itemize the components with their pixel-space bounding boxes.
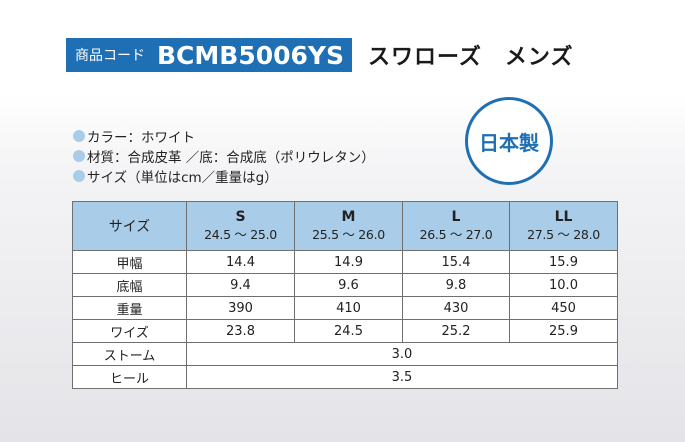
table-cell: 15.9 — [509, 250, 618, 274]
table-cell: 9.8 — [402, 273, 510, 297]
size-header-row: サイズ S 24.5 ～ 25.0 M 25.5 ～ 26.0 L 26.5 ～… — [72, 201, 618, 251]
size-header-cell: M 25.5 ～ 26.0 — [294, 201, 403, 251]
row-label: ストーム — [72, 342, 187, 366]
bullet-icon — [73, 150, 85, 162]
spec-size-unit-text: サイズ（単位はcm／重量はg） — [87, 170, 278, 186]
bullet-icon — [73, 130, 85, 142]
table-cell: 9.4 — [186, 273, 295, 297]
table-row: ワイズ 23.8 24.5 25.2 25.9 — [72, 319, 618, 343]
table-cell: 24.5 — [294, 319, 403, 343]
table-cell: 410 — [294, 296, 403, 320]
table-cell: 14.4 — [186, 250, 295, 274]
table-row-merged: ストーム 3.0 — [72, 342, 618, 366]
table-cell: 25.2 — [402, 319, 510, 343]
row-label: ワイズ — [72, 319, 187, 343]
made-in-japan-text: 日本製 — [479, 130, 539, 155]
table-row: 重量 390 410 430 450 — [72, 296, 618, 320]
size-label: LL — [554, 209, 573, 225]
table-cell: 10.0 — [509, 273, 618, 297]
table-row: 底幅 9.4 9.6 9.8 10.0 — [72, 273, 618, 297]
table-cell: 9.6 — [294, 273, 403, 297]
table-cell-merged: 3.0 — [186, 342, 618, 366]
size-range: 24.5 ～ 25.0 — [204, 227, 277, 242]
table-cell: 25.9 — [509, 319, 618, 343]
table-row-merged: ヒール 3.5 — [72, 365, 618, 389]
size-header-cell: L 26.5 ～ 27.0 — [402, 201, 510, 251]
spec-color-text: カラー：ホワイト — [87, 130, 195, 146]
table-cell: 390 — [186, 296, 295, 320]
table-cell: 15.4 — [402, 250, 510, 274]
row-label: 甲幅 — [72, 250, 187, 274]
spec-color: カラー：ホワイト — [73, 126, 375, 146]
table-cell: 450 — [509, 296, 618, 320]
product-name: スワローズ メンズ — [368, 45, 574, 70]
table-cell: 430 — [402, 296, 510, 320]
size-header-cell: S 24.5 ～ 25.0 — [186, 201, 295, 251]
row-label: ヒール — [72, 365, 187, 389]
size-range: 27.5 ～ 28.0 — [527, 227, 600, 242]
size-header-cell: LL 27.5 ～ 28.0 — [509, 201, 618, 251]
table-cell-merged: 3.5 — [186, 365, 618, 389]
spec-list: カラー：ホワイト 材質：合成皮革 ／底：合成底（ポリウレタン） サイズ（単位はc… — [73, 126, 375, 186]
size-table: サイズ S 24.5 ～ 25.0 M 25.5 ～ 26.0 L 26.5 ～… — [72, 201, 618, 389]
spec-material: 材質：合成皮革 ／底：合成底（ポリウレタン） — [73, 146, 375, 166]
product-code-label: 商品コード — [75, 48, 145, 64]
made-in-japan-badge: 日本製 — [465, 97, 553, 185]
size-label: M — [341, 209, 356, 225]
size-label: L — [451, 209, 461, 225]
table-cell: 14.9 — [294, 250, 403, 274]
spec-material-text: 材質：合成皮革 ／底：合成底（ポリウレタン） — [87, 150, 375, 166]
spec-size-unit: サイズ（単位はcm／重量はg） — [73, 166, 375, 186]
size-range: 25.5 ～ 26.0 — [312, 227, 385, 242]
table-cell: 23.8 — [186, 319, 295, 343]
size-corner-label: サイズ — [108, 219, 151, 235]
row-label: 重量 — [72, 296, 187, 320]
product-code-box: 商品コード BCMB5006YS — [66, 38, 353, 72]
size-corner-cell: サイズ — [72, 201, 187, 251]
size-range: 26.5 ～ 27.0 — [419, 227, 493, 242]
row-label: 底幅 — [72, 273, 187, 297]
product-code-value: BCMB5006YS — [157, 40, 345, 70]
size-label: S — [235, 209, 246, 225]
table-row: 甲幅 14.4 14.9 15.4 15.9 — [72, 250, 618, 274]
title-row: 商品コード BCMB5006YS スワローズ メンズ — [66, 38, 574, 72]
bullet-icon — [73, 170, 85, 182]
